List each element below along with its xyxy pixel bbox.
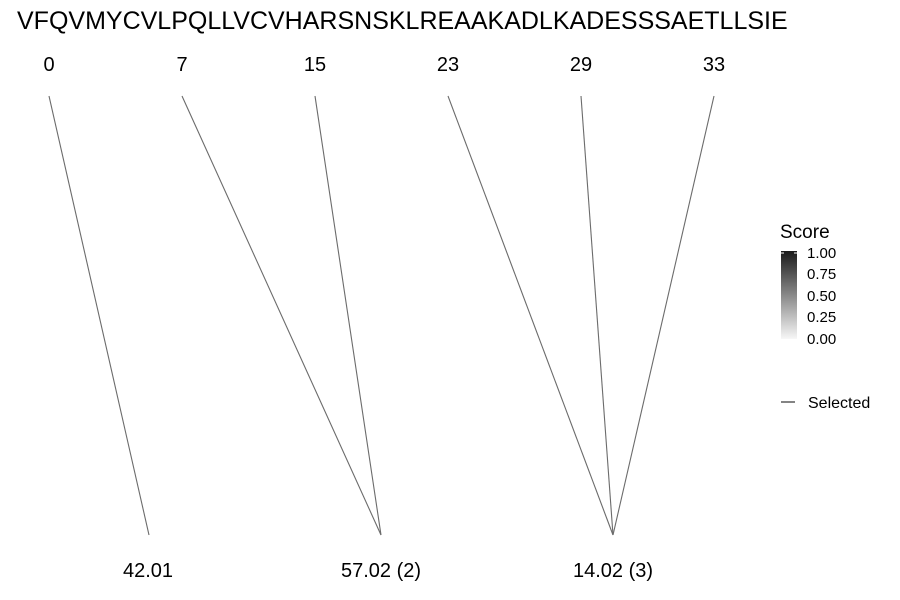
fragment-mass-label: 42.01: [123, 560, 173, 582]
fragment-mass-labels: 42.01 57.02 (2) 14.02 (3): [123, 560, 653, 582]
cut-position-label: 33: [703, 54, 725, 76]
peptide-sequence: VFQVMYCVLPQLLVCVHARSNSKLREAAKADLKADESSSA…: [17, 7, 788, 35]
score-color-bar: [781, 251, 797, 339]
connector-line-23-to-fragment-3: [447, 95, 614, 536]
connector-line-15-to-fragment-2: [314, 95, 382, 536]
legend-tick-label: 1.00: [807, 245, 836, 262]
fragment-mass-label: 14.02 (3): [573, 560, 653, 582]
legend-tick-label: 0.25: [807, 309, 836, 326]
legend-tick-label: 0.00: [807, 331, 836, 348]
connector-line-33-to-fragment-3: [612, 95, 715, 536]
cut-position-label: 15: [304, 54, 326, 76]
cut-position-label: 0: [43, 54, 54, 76]
legend-title: Score: [780, 222, 830, 243]
cut-position-labels: 0 7 15 23 29 33: [43, 54, 725, 76]
selected-legend-label: Selected: [808, 395, 870, 412]
connector-line-7-to-fragment-2: [181, 95, 382, 536]
connector-line-29-to-fragment-3: [580, 95, 614, 536]
cut-position-label: 7: [176, 54, 187, 76]
legend-tick-label: 0.75: [807, 266, 836, 283]
cut-position-label: 29: [570, 54, 592, 76]
connector-line-0-to-fragment-1: [48, 95, 150, 536]
legend-tick-label: 0.50: [807, 288, 836, 305]
connector-lines: [48, 95, 715, 536]
fragment-mass-label: 57.02 (2): [341, 560, 421, 582]
cut-position-label: 23: [437, 54, 459, 76]
score-legend: Score 1.00 0.75 0.50 0.25 0.00 Selected: [780, 222, 870, 412]
